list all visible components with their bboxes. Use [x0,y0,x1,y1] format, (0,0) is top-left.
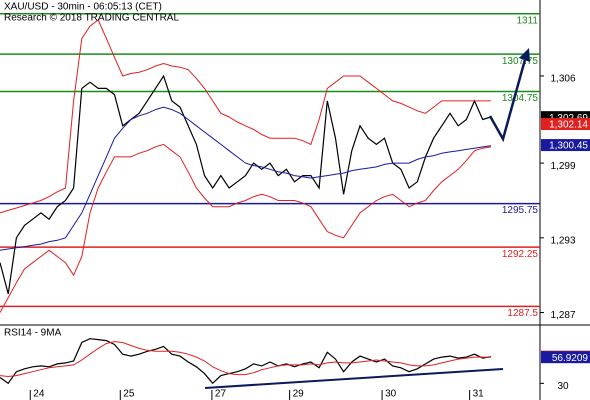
panel-title: RSI14 - 9MA [4,328,62,339]
series-line [0,338,492,385]
level-label: 1292.25 [502,249,539,260]
y-tick-label: 1,287 [550,310,575,321]
y-tick-label: 30 [557,381,569,392]
series-line [0,106,491,251]
series-line [0,143,491,313]
forecast-arrow [488,55,528,143]
price-tag-label: 1,300.45 [549,141,588,152]
x-tick-label: 30 [385,389,397,400]
series-line [0,19,491,214]
price-tag-label: 56.9209 [552,353,589,364]
level-label: 1307.75 [502,56,539,67]
level-label: 1295.75 [502,205,539,216]
rsi-trendline [204,368,504,389]
x-tick-label: 29 [293,389,305,400]
y-tick-label: 1,306 [550,74,575,85]
price-tag [541,139,590,152]
x-tick-label: 25 [123,389,135,400]
y-tick-label: 1,299 [550,161,575,172]
price-tag-label: 1,302.14 [549,120,588,131]
series-line [0,341,491,378]
chart-title: XAU/USD - 30min - 06:05:13 (CET) [4,2,162,13]
series-line [0,74,492,295]
level-label: 1287.5 [507,308,538,319]
plots: 1,287 1,293 1,299 1,306 24 25 27 29 30 31 1311 1307… [0,12,590,400]
level-label: 1311 [516,15,538,26]
chart-subtitle: Research © 2018 TRADING CENTRAL [4,13,179,24]
price-tag [541,351,590,364]
forecast-arrowhead [519,48,530,62]
x-tick-label: 24 [33,389,45,400]
level-label: 1304.75 [502,93,539,104]
x-tick-label: 31 [473,389,485,400]
x-tick-label: 27 [215,389,227,400]
y-tick-label: 1,293 [550,235,575,246]
price-tag [541,118,590,131]
